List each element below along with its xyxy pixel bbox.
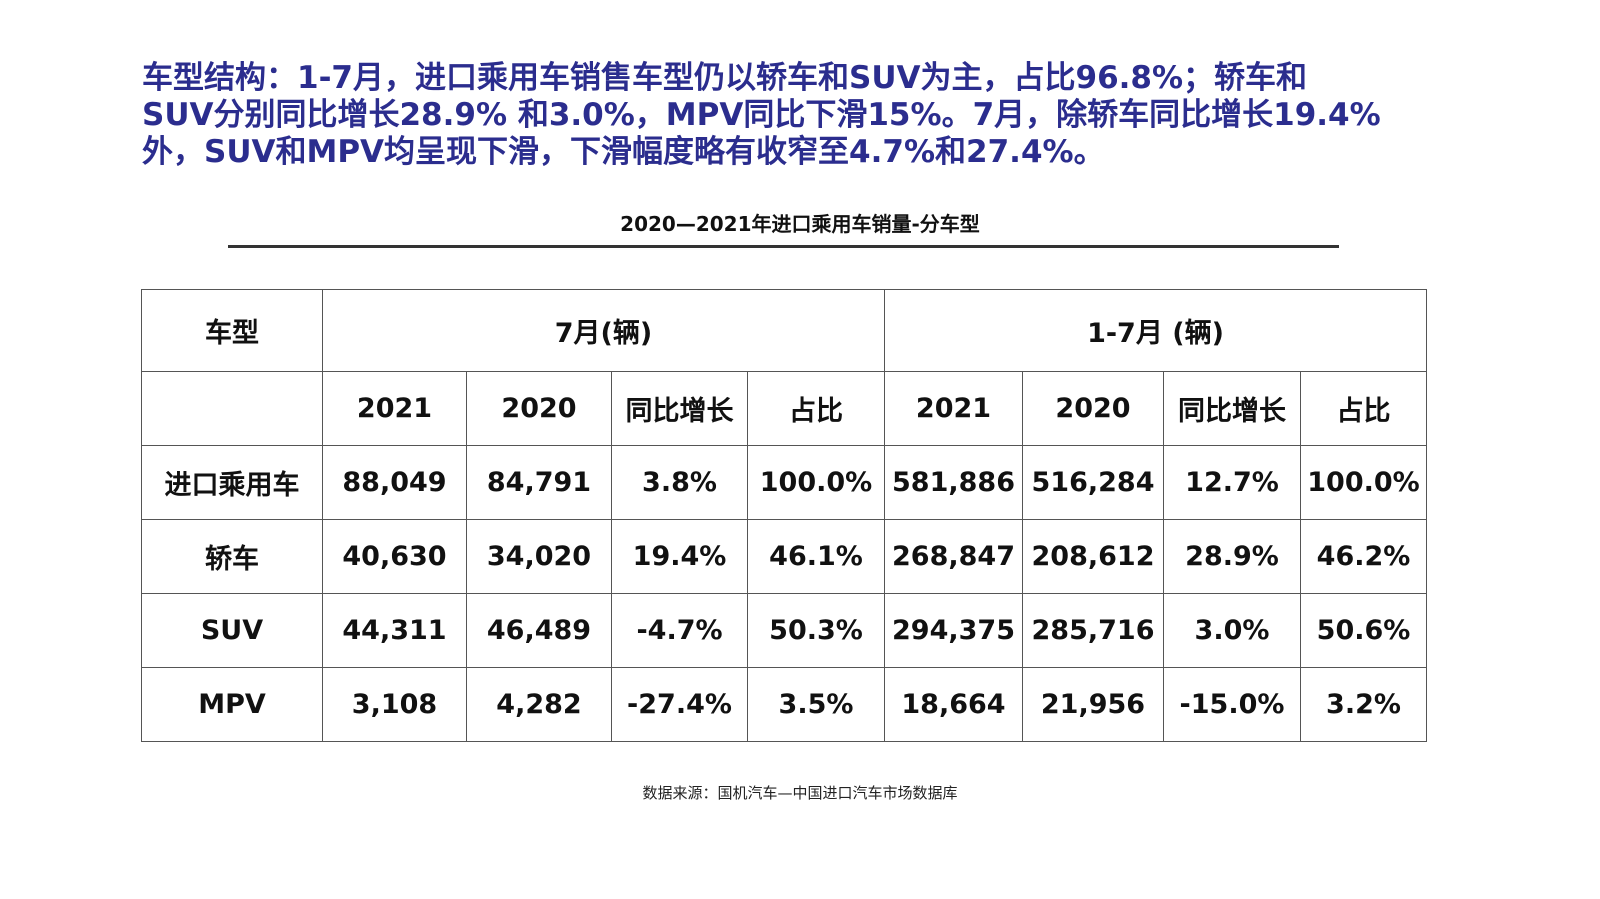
data-cell: 50.3% bbox=[747, 593, 885, 668]
data-cell: 28.9% bbox=[1163, 519, 1301, 594]
subheader-cell: 2021 bbox=[884, 371, 1023, 446]
data-cell: 3.5% bbox=[747, 667, 885, 742]
group-header-july: 7月(辆) bbox=[322, 289, 885, 372]
row-label: 轿车 bbox=[141, 519, 323, 594]
type-header: 车型 bbox=[141, 289, 323, 372]
headline-line: 车型结构：1-7月，进口乘用车销售车型仍以轿车和SUV为主，占比96.8%；轿车… bbox=[142, 60, 1308, 96]
headline-line: SUV分别同比增长28.9% 和3.0%，MPV同比下滑15%。7月，除轿车同比… bbox=[142, 97, 1381, 133]
table-row: SUV 44,311 46,489 -4.7% 50.3% 294,375 285,716 3… bbox=[141, 593, 1427, 668]
data-cell: 3.0% bbox=[1163, 593, 1301, 668]
data-cell: 21,956 bbox=[1022, 667, 1164, 742]
data-cell: 18,664 bbox=[884, 667, 1023, 742]
data-cell: 4,282 bbox=[466, 667, 612, 742]
headline-line: 外，SUV和MPV均呈现下滑，下滑幅度略有收窄至4.7%和27.4%。 bbox=[142, 134, 1105, 170]
data-cell: 3.8% bbox=[611, 445, 748, 520]
subheader-cell: 占比 bbox=[747, 371, 885, 446]
title-divider bbox=[228, 245, 1339, 248]
headline: 车型结构：1-7月，进口乘用车销售车型仍以轿车和SUV为主，占比96.8%；轿车… bbox=[142, 60, 1487, 171]
data-cell: 268,847 bbox=[884, 519, 1023, 594]
subheader-cell: 2021 bbox=[322, 371, 467, 446]
data-cell: 40,630 bbox=[322, 519, 467, 594]
data-cell: 516,284 bbox=[1022, 445, 1164, 520]
data-cell: -4.7% bbox=[611, 593, 748, 668]
empty-cell bbox=[141, 371, 323, 446]
row-label: 进口乘用车 bbox=[141, 445, 323, 520]
row-label: SUV bbox=[141, 593, 323, 668]
data-cell: 581,886 bbox=[884, 445, 1023, 520]
data-cell: 46.1% bbox=[747, 519, 885, 594]
group-header-ytd: 1-7月 (辆) bbox=[884, 289, 1427, 372]
data-cell: 3,108 bbox=[322, 667, 467, 742]
table-row: 轿车 40,630 34,020 19.4% 46.1% 268,847 208,612 28… bbox=[141, 519, 1427, 594]
data-cell: -27.4% bbox=[611, 667, 748, 742]
source-note: 数据来源：国机汽车—中国进口汽车市场数据库 bbox=[642, 784, 958, 802]
data-cell: 34,020 bbox=[466, 519, 612, 594]
data-cell: 19.4% bbox=[611, 519, 748, 594]
data-cell: 46.2% bbox=[1300, 519, 1427, 594]
sales-table: 车型 7月(辆) 1-7月 (辆) 2021 2020 同比增长 占比 2021 2020… bbox=[141, 289, 1427, 742]
subheader-cell: 占比 bbox=[1300, 371, 1427, 446]
subheader-cell: 2020 bbox=[1022, 371, 1164, 446]
data-cell: 285,716 bbox=[1022, 593, 1164, 668]
header-row: 车型 7月(辆) 1-7月 (辆) bbox=[141, 289, 1427, 372]
subheader-row: 2021 2020 同比增长 占比 2021 2020 同比增长 占比 bbox=[141, 371, 1427, 446]
data-cell: 12.7% bbox=[1163, 445, 1301, 520]
row-label: MPV bbox=[141, 667, 323, 742]
data-cell: 50.6% bbox=[1300, 593, 1427, 668]
data-cell: 100.0% bbox=[1300, 445, 1427, 520]
subheader-cell: 同比增长 bbox=[1163, 371, 1301, 446]
data-cell: 3.2% bbox=[1300, 667, 1427, 742]
data-cell: 88,049 bbox=[322, 445, 467, 520]
subheader-cell: 同比增长 bbox=[611, 371, 748, 446]
data-cell: 294,375 bbox=[884, 593, 1023, 668]
data-cell: 100.0% bbox=[747, 445, 885, 520]
table-row: MPV 3,108 4,282 -27.4% 3.5% 18,664 21,956 -15.0… bbox=[141, 667, 1427, 742]
table-title: 2020—2021年进口乘用车销量-分车型 bbox=[620, 212, 980, 236]
data-cell: 44,311 bbox=[322, 593, 467, 668]
data-cell: 208,612 bbox=[1022, 519, 1164, 594]
table-row: 进口乘用车 88,049 84,791 3.8% 100.0% 581,886 516,28… bbox=[141, 445, 1427, 520]
data-cell: -15.0% bbox=[1163, 667, 1301, 742]
subheader-cell: 2020 bbox=[466, 371, 612, 446]
data-cell: 84,791 bbox=[466, 445, 612, 520]
data-cell: 46,489 bbox=[466, 593, 612, 668]
